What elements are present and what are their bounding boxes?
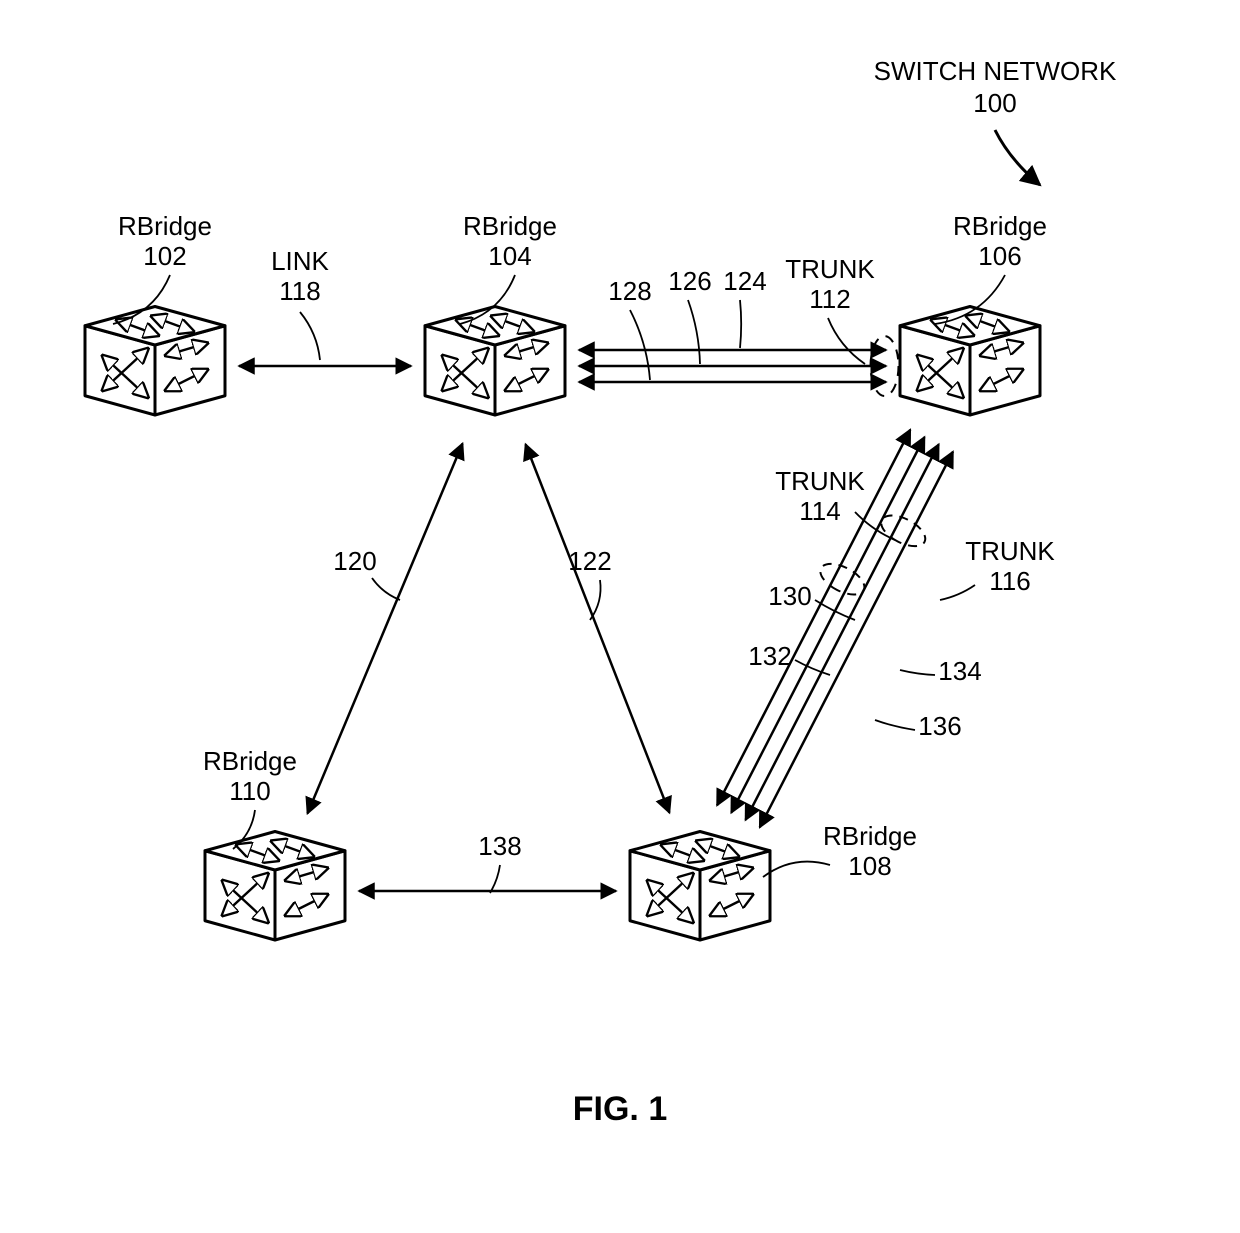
node-id: 106	[978, 241, 1021, 271]
label-136: 136	[918, 711, 961, 741]
rbridge-node	[425, 307, 565, 416]
link-line	[307, 443, 462, 813]
label-link: LINK	[271, 246, 329, 276]
leader-line	[900, 670, 935, 675]
title-line1: SWITCH NETWORK	[874, 56, 1117, 86]
leader-line	[490, 865, 500, 893]
leader-line	[828, 318, 865, 364]
title-line2: 100	[973, 88, 1016, 118]
node-label: RBridge	[118, 211, 212, 241]
label-trunk-114: TRUNK	[775, 466, 865, 496]
leader-line	[940, 585, 975, 600]
label-112: 112	[809, 284, 850, 314]
rbridge-node	[630, 832, 770, 941]
label-trunk-116: TRUNK	[965, 536, 1055, 566]
node-id: 102	[143, 241, 186, 271]
label-trunk-112: TRUNK	[785, 254, 875, 284]
link-line	[746, 444, 939, 820]
node-id: 104	[488, 241, 531, 271]
label-128: 128	[608, 276, 651, 306]
node-label: RBridge	[823, 821, 917, 851]
title-leader	[995, 130, 1040, 185]
label-124: 124	[723, 266, 766, 296]
node-label: RBridge	[463, 211, 557, 241]
label-118: 118	[279, 276, 320, 306]
node-id: 110	[229, 776, 270, 806]
leader-line	[875, 720, 915, 730]
rbridge-node	[900, 307, 1040, 416]
link-line	[760, 452, 953, 828]
label-114: 114	[799, 496, 840, 526]
node-label: RBridge	[953, 211, 1047, 241]
rbridge-node	[85, 307, 225, 416]
label-138: 138	[478, 831, 521, 861]
leader-line	[763, 862, 830, 877]
label-122: 122	[568, 546, 611, 576]
label-120: 120	[333, 546, 376, 576]
label-134: 134	[938, 656, 981, 686]
node-label: RBridge	[203, 746, 297, 776]
label-130: 130	[768, 581, 811, 611]
figure-caption: FIG. 1	[573, 1090, 667, 1128]
label-132: 132	[748, 641, 791, 671]
link-line	[526, 444, 670, 813]
leader-line	[740, 300, 741, 348]
leader-line	[688, 300, 700, 364]
label-126: 126	[668, 266, 711, 296]
rbridge-node	[205, 832, 345, 941]
leader-line	[372, 578, 400, 600]
label-116: 116	[989, 566, 1030, 596]
node-id: 108	[848, 851, 891, 881]
leader-line	[300, 312, 320, 360]
leader-line	[630, 310, 650, 380]
